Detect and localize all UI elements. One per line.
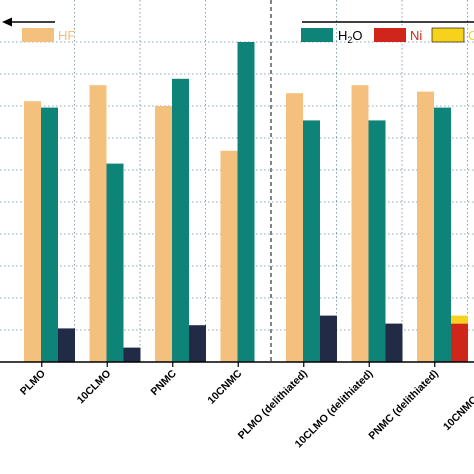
bar-h2o-5 [368,120,386,363]
bar-h2o-6 [434,107,451,362]
legend-label-h2o-o: O [352,28,362,43]
bars [24,42,468,363]
bar-h2o-1 [106,163,124,362]
legend-swatch-h2o [301,28,333,42]
bar-third-4 [320,315,337,362]
x-tick-label: PLMO (delithiated) [236,368,310,442]
x-tick-label: 10CNMC (delithi [441,368,474,433]
bar-hf-0 [24,101,41,362]
bar-third-5 [385,323,403,362]
legend-left: HF [2,17,75,43]
bar-hf-1 [89,85,107,362]
x-tick-label: PLMO [18,368,48,398]
x-tick-label: 10CLMO [75,368,114,407]
legend-label-ni: Ni [410,28,422,43]
legend-label-h2o-sub: 2 [347,35,352,45]
bar-ni-6 [451,323,468,362]
legend-arrow-left-head [2,17,12,27]
bar-hf-3 [220,150,238,362]
bar-third-2 [189,325,206,362]
bar-third-1 [123,347,141,362]
legend-swatch-fourth [431,27,465,43]
legend-label-h2o: H2O [338,28,363,45]
bar-fourth-6 [451,315,468,324]
legend-label-fourth: C [468,28,474,43]
x-tick-label: PNMC [149,367,180,398]
bar-hf-5 [351,85,369,362]
legend-label-hf: HF [58,28,75,43]
legend-right: H2O Ni C [301,21,474,45]
legend-label-h2o-h: H [338,28,347,43]
bar-hf-2 [155,106,172,362]
bar-third-0 [58,328,75,362]
bar-h2o-0 [41,107,58,362]
legend-swatch-ni [374,28,406,42]
x-tick-label: PNMC (delithiated) [366,368,440,442]
bar-hf-6 [417,91,434,362]
bar-h2o-2 [172,78,189,363]
bar-h2o-4 [303,120,320,363]
bar-h2o-3 [237,42,255,362]
axes [0,361,474,367]
legend-swatch-hf [22,28,54,42]
x-tick-label: 10CNMC [205,367,244,406]
bar-hf-4 [286,93,303,362]
